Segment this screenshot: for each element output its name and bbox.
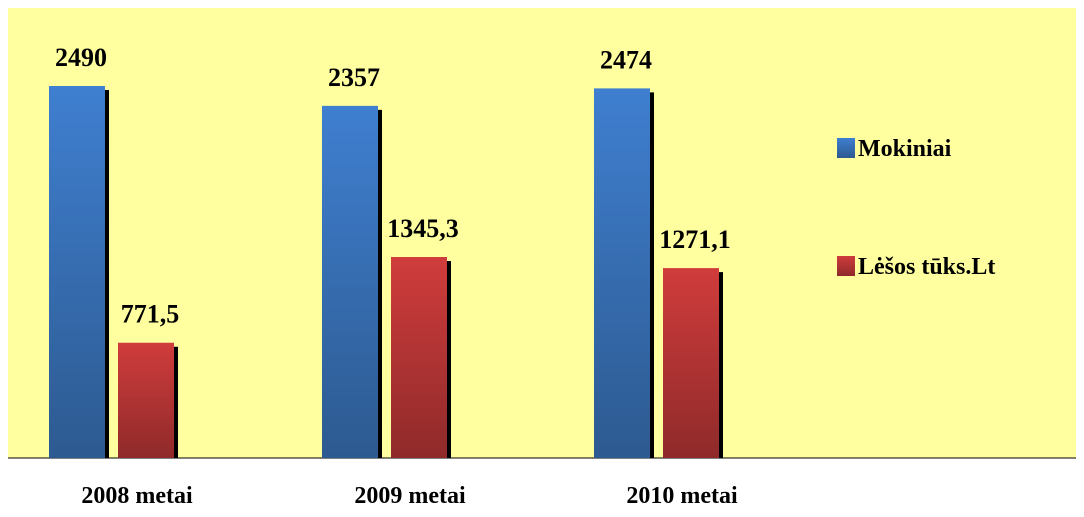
value-labels-group: 2490 771,5 2357 1345,3 2474 1271,1 (55, 43, 731, 329)
legend-swatch (837, 256, 855, 276)
value-label: 2474 (600, 45, 652, 74)
x-tick-label: 2010 metai (626, 483, 738, 509)
legend: Mokiniai Lėšos tūks.Lt (837, 136, 995, 280)
value-label: 1345,3 (387, 214, 459, 243)
bar-0-0 (49, 86, 105, 458)
legend-swatch (837, 138, 855, 158)
bars-group (49, 86, 723, 459)
legend-label: Mokiniai (858, 136, 952, 162)
value-label: 2357 (328, 63, 380, 92)
value-label: 2490 (55, 43, 107, 72)
bar-1-1 (391, 257, 447, 458)
x-tick-label: 2008 metai (81, 483, 193, 509)
bar-2-1 (663, 268, 719, 458)
bar-0-1 (118, 342, 174, 458)
legend-label: Lėšos tūks.Lt (858, 254, 995, 280)
category-labels-group: 2008 metai 2009 metai 2010 metai (81, 483, 738, 509)
x-tick-label: 2009 metai (354, 483, 466, 509)
bar-2-0 (594, 88, 650, 459)
value-label: 1271,1 (659, 225, 731, 254)
bar-1-0 (322, 105, 378, 459)
value-label: 771,5 (121, 300, 180, 329)
plot-area (8, 8, 1076, 458)
